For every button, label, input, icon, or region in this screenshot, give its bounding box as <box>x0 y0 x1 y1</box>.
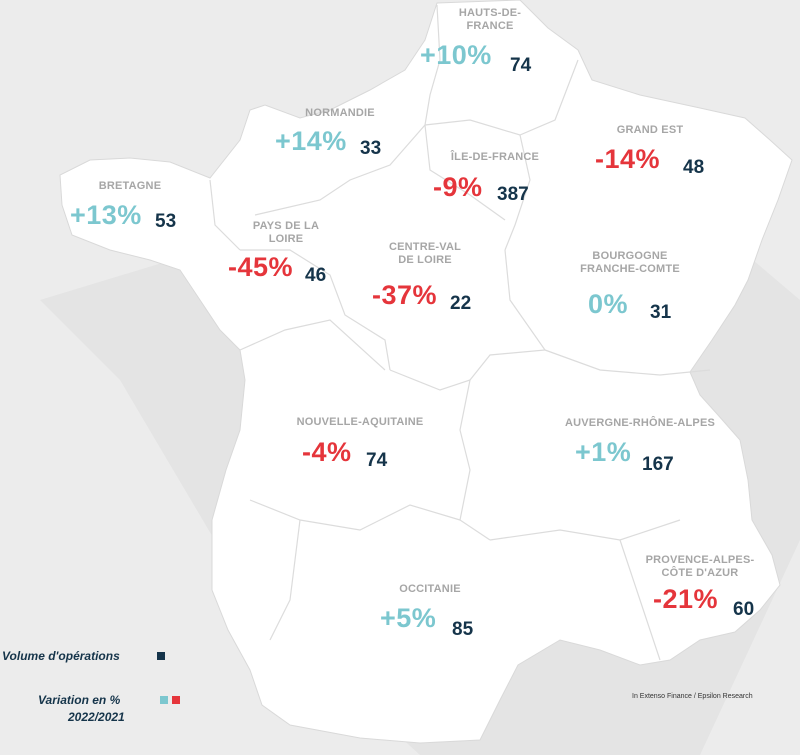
region-name-occitanie: OCCITANIE <box>385 583 475 596</box>
region-volume-occitanie: 85 <box>452 619 474 640</box>
region-name-normandie: NORMANDIE <box>290 107 390 120</box>
region-variation-auvergne-rhone-alpes: +1% <box>575 437 632 467</box>
legend-positive-swatch <box>160 696 168 704</box>
region-volume-auvergne-rhone-alpes: 167 <box>642 454 674 475</box>
region-variation-centre-val-de-loire: -37% <box>372 280 438 310</box>
region-name-grand-est: GRAND EST <box>600 124 700 137</box>
region-name-line: LOIRE <box>268 233 304 245</box>
region-variation-pays-de-la-loire: -45% <box>228 252 294 282</box>
region-variation-grand-est: -14% <box>595 144 661 174</box>
region-name-line: AUVERGNE-RHÔNE-ALPES <box>564 417 716 429</box>
region-volume-bretagne: 53 <box>155 211 177 232</box>
region-name-provence-alpes-cote-dazur: PROVENCE-ALPES- CÔTE D'AZUR <box>640 554 760 580</box>
region-volume-ile-de-france: 387 <box>497 184 529 205</box>
region-name-line: FRANCE <box>466 20 514 32</box>
region-variation-provence-alpes-cote-dazur: -21% <box>653 584 719 614</box>
region-volume-provence-alpes-cote-dazur: 60 <box>733 599 755 620</box>
region-name-line: CÔTE D'AZUR <box>661 567 739 579</box>
legend-period-label: 2022/2021 <box>68 710 125 724</box>
region-volume-bourgogne-franche-comte: 31 <box>650 302 672 323</box>
region-volume-normandie: 33 <box>360 138 382 159</box>
region-variation-nouvelle-aquitaine: -4% <box>302 437 352 467</box>
region-name-line: NORMANDIE <box>305 107 375 119</box>
region-variation-bourgogne-franche-comte: 0% <box>588 289 629 319</box>
france-outline <box>59 0 793 744</box>
region-variation-normandie: +14% <box>275 126 347 156</box>
region-name-bourgogne-franche-comte: BOURGOGNE FRANCHE-COMTE <box>570 250 690 276</box>
region-variation-bretagne: +13% <box>70 200 142 230</box>
region-name-auvergne-rhone-alpes: AUVERGNE-RHÔNE-ALPES <box>555 417 725 430</box>
legend-negative-swatch <box>172 696 180 704</box>
source-credit: In Extenso Finance / Epsilon Research <box>632 693 753 700</box>
region-name-line: PROVENCE-ALPES- <box>645 554 755 566</box>
region-name-ile-de-france: ÎLE-DE-FRANCE <box>440 151 550 164</box>
legend-volume-swatch <box>157 652 165 660</box>
region-variation-occitanie: +5% <box>380 603 437 633</box>
region-volume-hauts-de-france: 74 <box>510 55 532 76</box>
region-name-bretagne: BRETAGNE <box>90 180 170 193</box>
region-variation-hauts-de-france: +10% <box>420 40 492 70</box>
region-name-centre-val-de-loire: CENTRE-VAL DE LOIRE <box>380 241 470 267</box>
region-name-line: CENTRE-VAL <box>388 241 462 253</box>
region-volume-pays-de-la-loire: 46 <box>305 265 327 286</box>
region-volume-centre-val-de-loire: 22 <box>450 293 472 314</box>
region-name-line: FRANCHE-COMTE <box>580 263 680 275</box>
region-name-line: NOUVELLE-AQUITAINE <box>296 416 424 428</box>
region-name-hauts-de-france: HAUTS-DE- FRANCE <box>430 7 550 33</box>
region-name-line: PAYS DE LA <box>252 220 320 232</box>
region-name-nouvelle-aquitaine: NOUVELLE-AQUITAINE <box>290 416 430 429</box>
region-variation-ile-de-france: -9% <box>433 172 483 202</box>
legend-variation-label: Variation en % <box>38 693 121 707</box>
region-volume-nouvelle-aquitaine: 74 <box>366 450 388 471</box>
legend-volume-label: Volume d'opérations <box>2 649 120 663</box>
region-volume-grand-est: 48 <box>683 157 705 178</box>
region-name-pays-de-la-loire: PAYS DE LA LOIRE <box>238 220 334 246</box>
region-name-line: DE LOIRE <box>398 254 452 266</box>
region-name-line: OCCITANIE <box>399 583 461 595</box>
region-name-line: BRETAGNE <box>98 180 162 192</box>
region-name-line: ÎLE-DE-FRANCE <box>450 151 540 163</box>
region-borders <box>209 4 711 661</box>
region-name-line: GRAND EST <box>616 124 684 136</box>
region-name-line: BOURGOGNE <box>592 250 668 262</box>
region-name-line: HAUTS-DE- <box>458 7 522 19</box>
